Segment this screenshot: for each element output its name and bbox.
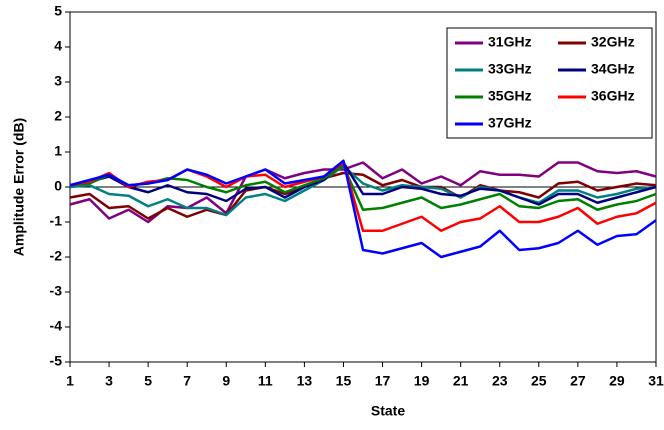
series-line (69, 171, 657, 220)
legend-label: 31GHz (488, 34, 532, 50)
series-line (69, 159, 657, 259)
legend-label: 32GHz (591, 34, 635, 50)
x-tick-label: 7 (183, 373, 191, 389)
x-tick-label: 31 (648, 373, 664, 389)
y-tick-label: -2 (50, 248, 63, 264)
legend-box (446, 27, 653, 139)
x-tick-label: 3 (105, 373, 113, 389)
legend-label: 34GHz (591, 61, 635, 77)
x-tick-label: 27 (570, 373, 586, 389)
y-tick-label: -4 (50, 318, 63, 334)
y-tick-label: -3 (50, 283, 63, 299)
legend-label: 36GHz (591, 88, 635, 104)
x-tick-label: 15 (336, 373, 352, 389)
y-tick-label: -5 (50, 353, 63, 369)
y-tick-label: 2 (54, 108, 62, 124)
x-tick-label: 11 (258, 373, 273, 389)
x-tick-label: 17 (375, 373, 391, 389)
y-tick-label: -1 (50, 213, 63, 229)
legend-label: 35GHz (488, 88, 532, 104)
x-tick-label: 29 (609, 373, 625, 389)
x-tick-label: 9 (222, 373, 230, 389)
x-tick-label: 25 (531, 373, 547, 389)
y-tick-label: 4 (54, 38, 62, 54)
x-tick-label: 19 (414, 373, 430, 389)
y-tick-label: 5 (54, 3, 62, 19)
series-line (69, 161, 657, 206)
legend-label: 37GHz (488, 115, 532, 131)
x-tick-label: 21 (453, 373, 469, 389)
x-tick-label: 1 (66, 373, 74, 389)
legend: 31GHz 32GHz 33GHz 34GHz 35GHz 36GHz 37GHz (446, 27, 653, 139)
x-tick-label: 5 (144, 373, 152, 389)
series-line (69, 164, 657, 211)
x-tick-label: 13 (297, 373, 313, 389)
legend-label: 33GHz (488, 61, 532, 77)
y-axis-title: Amplitude Error (dB) (11, 118, 27, 256)
y-tick-label: 0 (54, 178, 62, 194)
series-line (69, 164, 657, 217)
x-tick-label: 23 (492, 373, 508, 389)
y-tick-label: 1 (54, 143, 62, 159)
series-line (69, 161, 657, 224)
x-axis-title: State (371, 403, 405, 419)
y-tick-label: 3 (54, 73, 62, 89)
